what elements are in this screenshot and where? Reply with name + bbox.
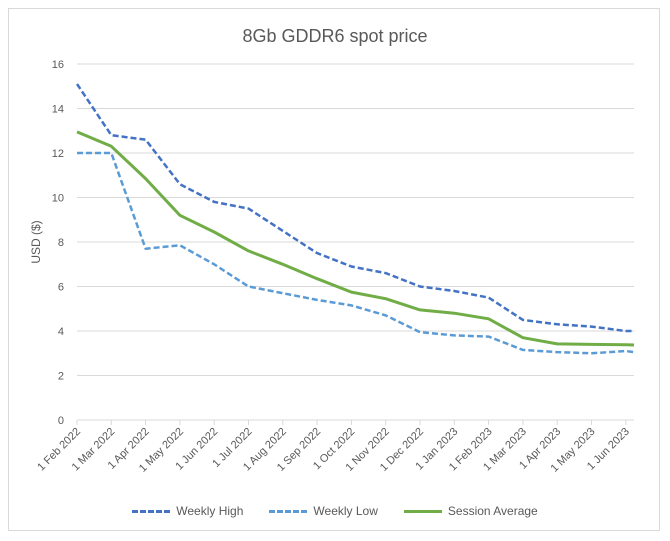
legend-item: Weekly Low <box>269 504 378 518</box>
series-line-weekly-low <box>77 151 635 355</box>
y-tick-label: 12 <box>52 148 64 160</box>
y-tick-label: 2 <box>58 371 64 383</box>
y-tick-label: 6 <box>58 282 64 294</box>
legend-label: Weekly Low <box>313 504 378 518</box>
chart-title: 8Gb GDDR6 spot price <box>242 26 428 46</box>
legend-label: Session Average <box>447 504 538 518</box>
legend-swatch <box>269 509 308 513</box>
chart-frame <box>8 8 660 531</box>
legend-item: Session Average <box>403 504 538 518</box>
legend-label: Weekly High <box>176 504 244 518</box>
y-axis-label: USD ($) <box>29 220 43 263</box>
legend-swatch <box>132 509 171 513</box>
series-line-weekly-high <box>75 83 634 333</box>
y-tick-label: 4 <box>58 326 64 338</box>
y-tick-label: 0 <box>58 415 64 427</box>
y-tick-label: 14 <box>52 104 64 116</box>
legend-item: Weekly High <box>132 504 243 518</box>
y-tick-label: 8 <box>58 237 64 249</box>
y-tick-label: 16 <box>52 59 64 71</box>
series-line-session-average <box>76 130 635 347</box>
y-tick-label: 10 <box>52 193 64 205</box>
legend-swatch <box>403 509 442 513</box>
chart-legend: Weekly High Weekly Low Session Average <box>0 502 670 520</box>
